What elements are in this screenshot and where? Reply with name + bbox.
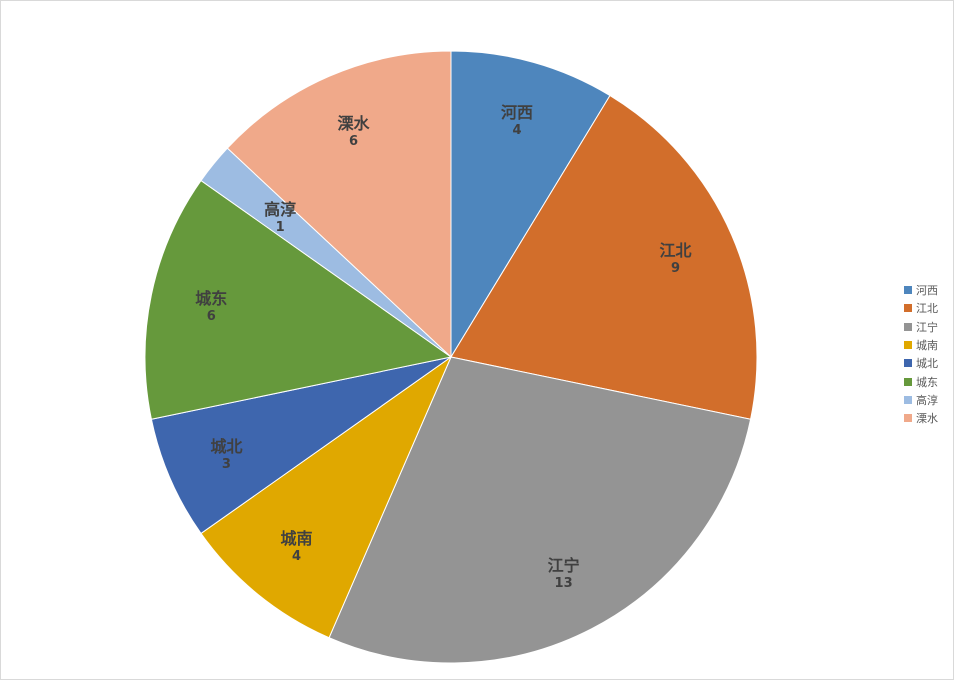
data-label: 城东 6 (195, 289, 228, 325)
data-label: 溧水 6 (337, 114, 370, 150)
pie-slice (144, 179, 453, 420)
legend-item: 江北 (904, 299, 938, 317)
pie-slice (200, 355, 453, 639)
legend-item: 城南 (904, 336, 938, 354)
legend-item: 河西 (904, 281, 938, 299)
legend-swatch (904, 359, 912, 368)
pie-slice (226, 50, 452, 359)
pie-slice (450, 50, 611, 359)
legend-swatch (904, 377, 912, 386)
data-label: 城北 3 (210, 436, 243, 472)
legend-swatch (904, 414, 912, 423)
pie-slice (450, 94, 758, 420)
data-label: 高淳 1 (264, 199, 297, 235)
legend-item: 城北 (904, 354, 938, 372)
legend-swatch (904, 395, 912, 404)
legend-swatch (904, 341, 912, 350)
pie-slice (328, 356, 752, 664)
legend-item: 溧水 (904, 409, 938, 427)
data-label: 江北 9 (659, 241, 692, 277)
data-label: 江宁 13 (547, 556, 580, 592)
legend: 河西 江北 江宁 城南 城北 城东 高淳 溧水 (904, 281, 938, 427)
data-label: 城南 4 (280, 528, 313, 564)
legend-swatch (904, 322, 912, 331)
legend-swatch (904, 304, 912, 313)
legend-item: 江宁 (904, 318, 938, 336)
data-label: 河西 4 (501, 103, 534, 139)
legend-item: 城东 (904, 372, 938, 390)
legend-item: 高淳 (904, 391, 938, 409)
legend-swatch (904, 286, 912, 295)
pie-slice (150, 356, 452, 535)
